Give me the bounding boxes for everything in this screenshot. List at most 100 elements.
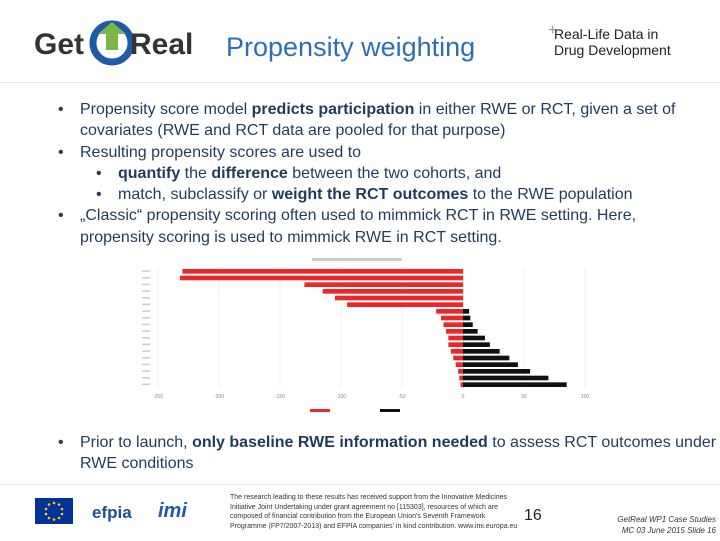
chart-bar [304,282,463,287]
bullet-item: • „Classic“ propensity scoring often used… [56,205,706,248]
page-title: Propensity weighting [226,32,476,62]
real-life-data-logo: + Real-Life Data in Drug Development [548,22,698,64]
y-row-marker [142,303,150,306]
x-tick-label: -250 [153,394,163,400]
bullet-icon: • [58,101,64,118]
legend-swatch [310,409,330,412]
y-row-marker [142,323,150,326]
sub-bullet-item: • quantify the difference between the two… [56,163,706,184]
getreal-logo: Get Real [30,16,220,70]
page-number: 16 [524,507,542,524]
y-row-marker [142,357,150,359]
svg-text:Real: Real [130,28,193,61]
bullet-list: • Propensity score model predicts partici… [56,99,706,248]
footer-meta-line-1: GetReal WP1 Case Studies [617,515,716,524]
bullet-item: • Resulting propensity scores are used to [56,142,706,163]
chart-bar [463,342,490,347]
chart-bar [448,335,463,341]
footer-meta: GetReal WP1 Case Studies MC 03 June 2015… [600,515,716,536]
chart-bar [460,382,463,387]
chart-bar [463,309,470,314]
logo-line-1: Real-Life Data in [554,26,659,42]
x-tick-label: 100 [581,394,590,400]
chart-bar [463,375,549,381]
chart-bar [322,289,463,294]
y-row-marker [142,370,150,372]
chart-bar [347,302,463,307]
chart-bar [463,355,510,361]
chart-bar [458,369,463,374]
legend-swatch [380,409,400,412]
bullet-0-part-0: Propensity score model [80,101,252,118]
y-row-marker [142,343,150,346]
sub-bullet-1-0-part-2: difference [211,164,288,182]
efpia-logo: efpia [92,503,132,522]
bullet-icon: • [58,143,64,161]
bullet-icon: • [96,186,102,204]
chart-bar [450,349,463,354]
chart-title-line [312,258,402,261]
x-tick-label: -100 [336,394,346,400]
y-row-marker [142,290,150,292]
header: Get Real Propensity weighting + Real-Lif… [0,0,720,83]
footer [0,484,720,541]
y-row-marker [142,377,150,379]
bullet-1-part-0: Resulting propensity scores are used to [80,143,362,161]
chart-bar [463,322,473,327]
y-row-marker [142,297,150,299]
logo-line-2: Drug Development [554,42,671,58]
chart-bar [463,362,518,367]
chart-bar [453,355,463,361]
chart-bar [441,315,463,321]
bullet-icon: • [58,207,64,225]
y-row-marker [142,310,150,312]
chart-bar [463,329,478,334]
chart-bar [463,382,567,387]
sub-bullet-1-0-part-0: quantify [118,164,181,182]
bullet-icon: • [96,164,102,182]
bottom-bullet-part-1: only baseline RWE information needed [192,434,488,451]
sub-bullet-1-1-part-0: match, subclassify or [118,186,272,204]
y-row-marker [142,350,150,352]
funding-statement: The research leading to these results ha… [230,494,518,530]
y-row-marker [142,337,150,339]
bullet-item: • Propensity score model predicts partici… [56,99,706,142]
x-tick-label: 0 [462,394,465,400]
eu-flag-icon [35,498,73,524]
bottom-bullet: • Prior to launch, only baseline RWE info… [56,432,720,475]
footer-meta-line-2: MC 03 June 2015 Slide 16 [621,525,716,535]
chart-bar [334,295,463,301]
x-tick-label: 50 [521,394,527,400]
x-tick-label: -50 [398,394,405,400]
chart-bar [445,329,463,334]
chart-bar [182,269,463,274]
svg-text:Get: Get [34,28,84,61]
bullet-icon: • [58,434,64,451]
chart-bar [463,335,485,341]
sub-bullet-item: • match, subclassify or weight the RCT ou… [56,184,706,205]
y-row-marker [142,330,150,332]
chart-bar [443,322,463,327]
bullet-2-part-0: „Classic“ propensity scoring often used … [80,207,637,246]
sub-bullet-1-0-part-1: the [180,164,212,182]
chart-bar [436,309,463,314]
plus-icon: + [548,22,558,39]
bottom-bullet-part-0: Prior to launch, [80,434,193,451]
chart-bar [463,369,531,374]
chart-bar [463,315,471,321]
chart-bar [179,275,463,281]
y-row-marker [142,363,150,366]
x-tick-label: -150 [275,394,285,400]
sub-bullet-1-1-part-1: weight the RCT outcomes [271,186,469,204]
sub-bullet-1-0-part-3: between the two cohorts, and [287,164,502,182]
imi-logo: imi [158,500,187,522]
bullet-0-part-1: predicts participation [251,101,415,118]
chart-bar [455,362,463,367]
bottom-bullet-part-2: to assess RCT outcomes under RWE conditi… [80,434,717,473]
propensity-chart: -250 -200 -150 -100 -50 0 50 100 [142,258,590,412]
y-row-marker [142,317,150,319]
chart-bar [463,349,500,354]
y-row-marker [142,270,150,272]
bullet-0-part-2: in either RWE or RCT, given a set of cov… [80,101,676,140]
y-row-marker [142,383,150,386]
